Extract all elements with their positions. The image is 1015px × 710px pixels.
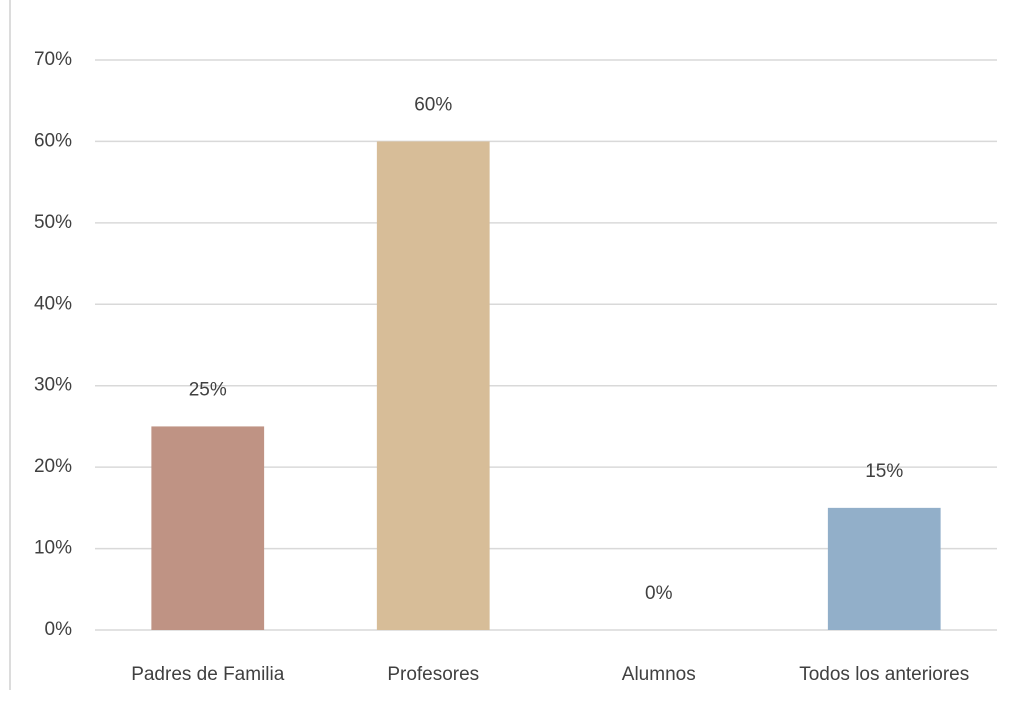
y-tick-label: 40%: [34, 293, 72, 314]
x-tick-label: Padres de Familia: [131, 664, 285, 685]
y-tick-label: 20%: [34, 456, 72, 477]
y-tick-label: 50%: [34, 212, 72, 233]
x-tick-label: Alumnos: [622, 664, 696, 685]
bar: [151, 426, 265, 630]
x-tick-label: Todos los anteriores: [799, 664, 969, 685]
x-tick-label: Profesores: [387, 664, 479, 685]
data-label: 25%: [189, 379, 227, 400]
bar: [376, 141, 490, 630]
y-tick-label: 70%: [34, 49, 72, 70]
y-tick-label: 30%: [34, 375, 72, 396]
data-label: 60%: [414, 94, 452, 115]
y-tick-label: 0%: [45, 619, 73, 640]
data-label: 15%: [865, 461, 903, 482]
bar: [827, 507, 941, 630]
y-tick-label: 60%: [34, 130, 72, 151]
data-label: 0%: [645, 583, 673, 604]
y-tick-label: 10%: [34, 538, 72, 559]
